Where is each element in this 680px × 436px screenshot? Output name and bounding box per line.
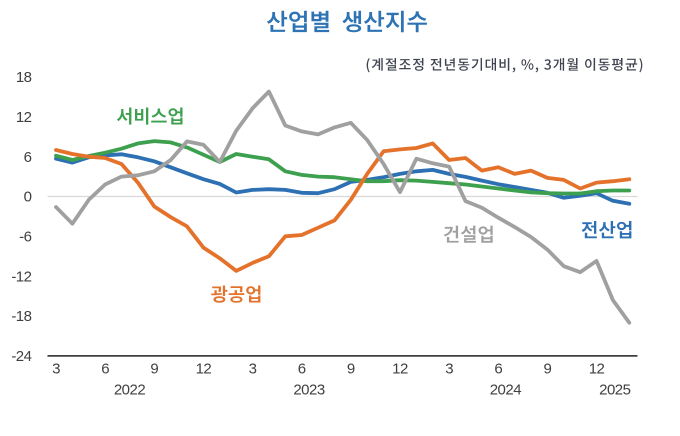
svg-text:12: 12	[589, 360, 605, 377]
svg-text:2025: 2025	[599, 382, 631, 399]
svg-text:12: 12	[16, 109, 32, 126]
svg-text:12: 12	[392, 360, 408, 377]
svg-text:6: 6	[494, 360, 502, 377]
svg-text:6: 6	[101, 360, 109, 377]
svg-text:-24: -24	[11, 348, 31, 365]
svg-text:12: 12	[196, 360, 212, 377]
svg-text:9: 9	[150, 360, 158, 377]
svg-text:6: 6	[24, 149, 32, 166]
svg-text:9: 9	[543, 360, 551, 377]
svg-text:18: 18	[16, 69, 32, 86]
svg-text:3: 3	[445, 360, 453, 377]
svg-text:2023: 2023	[293, 382, 325, 399]
svg-text:6: 6	[298, 360, 306, 377]
svg-text:0: 0	[24, 189, 32, 206]
svg-text:-18: -18	[11, 308, 31, 325]
svg-text:-12: -12	[11, 268, 31, 285]
svg-text:2022: 2022	[114, 382, 146, 399]
svg-text:3: 3	[249, 360, 257, 377]
svg-text:3: 3	[52, 360, 60, 377]
svg-text:-6: -6	[19, 229, 31, 246]
svg-text:2024: 2024	[490, 382, 522, 399]
svg-text:9: 9	[347, 360, 355, 377]
